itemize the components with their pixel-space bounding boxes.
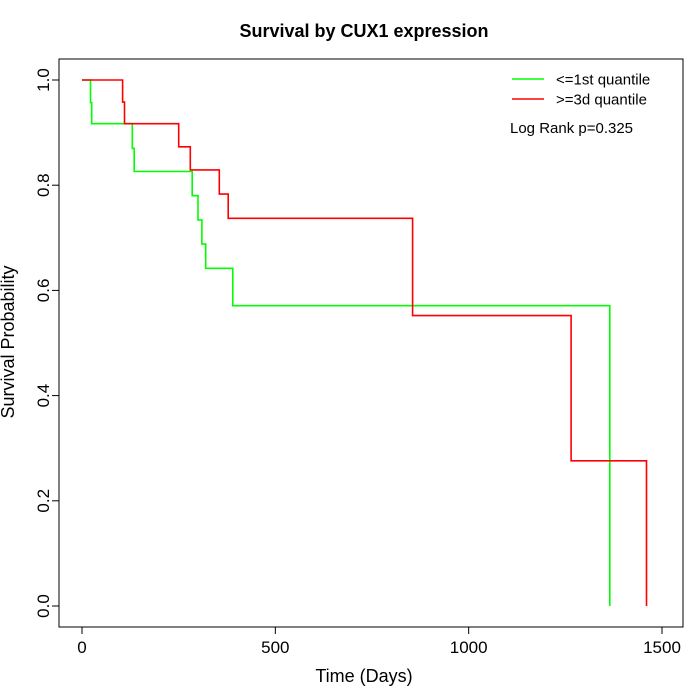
x-axis: 0 500 1000 1500 (77, 627, 681, 657)
y-tick-label: 0.4 (34, 384, 53, 408)
plot-frame (58, 58, 684, 628)
y-tick-label: 0.8 (34, 173, 53, 197)
series-layer (82, 79, 648, 606)
x-tick-label: 1000 (450, 638, 488, 657)
y-axis-label: Survival Probability (0, 265, 18, 418)
legend-label-1: <=1st quantile (556, 71, 650, 88)
y-axis: 0.0 0.2 0.4 0.6 0.8 1.0 (34, 68, 59, 618)
x-tick-label: 0 (77, 638, 86, 657)
y-tick-label: 0.2 (34, 489, 53, 513)
y-tick-label: 0.6 (34, 279, 53, 303)
x-tick-label: 1500 (643, 638, 681, 657)
y-tick-label: 1.0 (34, 68, 53, 92)
log-rank-annotation: Log Rank p=0.325 (510, 120, 633, 137)
legend: <=1st quantile >=3d quantile (512, 71, 650, 108)
series-line-1 (82, 79, 611, 606)
chart-title: Survival by CUX1 expression (239, 21, 488, 41)
series-line-2 (82, 79, 648, 606)
y-tick-label: 0.0 (34, 594, 53, 618)
x-axis-label: Time (Days) (315, 666, 412, 686)
x-tick-label: 500 (261, 638, 289, 657)
legend-label-2: >=3d quantile (556, 91, 647, 108)
